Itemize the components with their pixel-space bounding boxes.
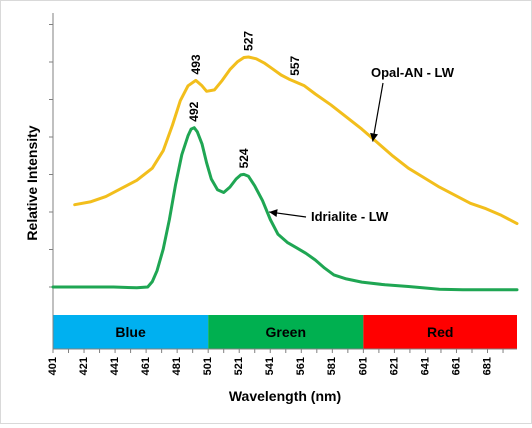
series-annotation-opal-an: Opal-AN - LW xyxy=(371,65,455,80)
x-tick-label: 481 xyxy=(171,357,183,375)
x-tick-label: 541 xyxy=(264,357,276,375)
x-tick-label: 641 xyxy=(419,357,431,375)
x-tick-label: 661 xyxy=(450,357,462,375)
x-tick-label: 401 xyxy=(47,357,59,375)
x-tick-label: 681 xyxy=(481,357,493,375)
x-tick-label: 421 xyxy=(78,357,90,375)
x-tick-label: 621 xyxy=(388,357,400,375)
peak-label: 493 xyxy=(189,54,203,74)
band-label-green: Green xyxy=(266,324,306,340)
x-tick-label: 461 xyxy=(140,357,152,375)
x-tick-label: 501 xyxy=(202,357,214,375)
x-axis-title: Wavelength (nm) xyxy=(229,388,341,404)
series-line-idrialite xyxy=(51,126,519,292)
annotation-arrowhead xyxy=(269,209,278,217)
band-label-blue: Blue xyxy=(115,324,146,340)
y-axis-title: Relative Intensity xyxy=(24,125,40,240)
peak-label: 524 xyxy=(237,148,251,168)
x-tick-label: 561 xyxy=(295,357,307,375)
series-line-opal-an xyxy=(73,55,519,226)
color-band-blue xyxy=(53,315,209,349)
peak-label: 492 xyxy=(187,101,201,121)
series-annotation-idrialite: Idrialite - LW xyxy=(311,209,389,224)
axes xyxy=(49,13,517,353)
color-band-green xyxy=(208,315,364,349)
annotation-arrowhead xyxy=(370,132,379,142)
labels: Blue Green Red 401 421 441 461 481 501 521 541 561 5… xyxy=(47,31,494,376)
x-tick-label: 441 xyxy=(109,357,121,375)
peak-label: 527 xyxy=(242,31,256,51)
peak-label: 557 xyxy=(288,55,302,75)
plot-area xyxy=(51,55,519,292)
color-band-red xyxy=(363,315,517,349)
annotation-arrow-line xyxy=(372,82,384,142)
x-tick-label: 581 xyxy=(326,357,338,375)
x-tick-label: 521 xyxy=(233,357,245,375)
x-tick-label: 601 xyxy=(357,357,369,375)
band-label-red: Red xyxy=(427,324,453,340)
